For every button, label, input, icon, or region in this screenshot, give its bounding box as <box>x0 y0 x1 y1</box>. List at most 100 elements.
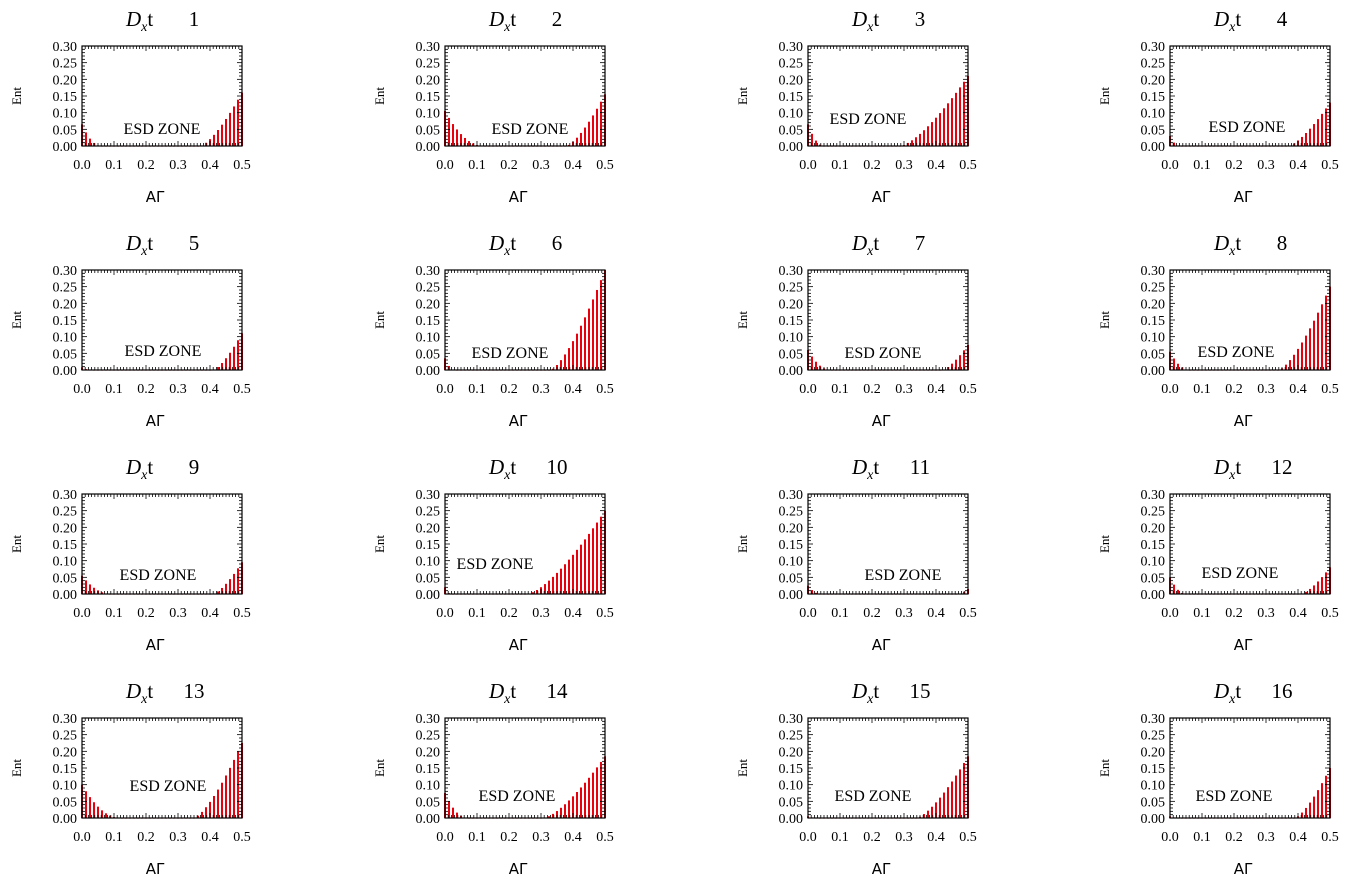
y-tick-label: 0.30 <box>779 264 804 279</box>
bar <box>592 299 594 370</box>
x-tick-label: 0.4 <box>564 158 582 173</box>
x-tick-label: 0.2 <box>863 158 881 173</box>
x-tick-label: 0.1 <box>105 158 123 173</box>
bar <box>927 810 929 818</box>
esd-zone-label: ESD ZONE <box>124 121 201 138</box>
bar <box>947 787 949 818</box>
panel-title-number: 10 <box>547 455 568 479</box>
x-tick-label: 0.2 <box>500 606 518 621</box>
y-tick-label: 0.15 <box>53 762 78 777</box>
y-tick-label: 0.25 <box>1141 729 1166 744</box>
bar <box>229 579 231 594</box>
bar <box>1309 128 1311 146</box>
y-tick-label: 0.20 <box>779 297 804 312</box>
bar <box>963 81 965 146</box>
chart-panel-14: 0.00 0.050.10 0.15 0.200.25 0.30 0.0 0.1 0.2 0.3… <box>372 679 614 878</box>
panel-title: Dxt <box>851 455 879 483</box>
x-tick-label: 0.5 <box>959 382 977 397</box>
bar <box>85 791 87 818</box>
x-tick-label: 0.2 <box>137 830 155 845</box>
x-tick-label: 0.2 <box>863 382 881 397</box>
y-tick-label: 0.10 <box>1141 331 1166 346</box>
y-tick-label: 0.25 <box>53 57 78 72</box>
bar <box>93 587 95 594</box>
y-tick-label: 0.20 <box>416 297 441 312</box>
bar <box>556 572 558 594</box>
chart-panel-13: 0.00 0.050.10 0.15 0.200.25 0.30 0.0 0.1 0.2 0.3… <box>9 679 251 878</box>
x-tick-label: 0.0 <box>799 606 817 621</box>
bar <box>448 117 450 146</box>
bar <box>963 762 965 818</box>
bar <box>1305 335 1307 370</box>
panel-title-number: 15 <box>910 679 931 703</box>
bar <box>89 584 91 594</box>
x-tick-label: 0.1 <box>105 382 123 397</box>
bar <box>1305 133 1307 146</box>
bar <box>89 138 91 146</box>
panel-title-number: 2 <box>552 7 563 31</box>
chart-panel-2: 0.00 0.050.10 0.15 0.200.25 0.30 0.0 0.1 0.2 0.3… <box>372 7 614 206</box>
x-axis-label: AΓ <box>509 860 528 878</box>
panel-title-number: 11 <box>910 455 930 479</box>
x-tick-label: 0.2 <box>863 830 881 845</box>
bar <box>93 802 95 818</box>
y-tick-label: 0.00 <box>1141 364 1166 379</box>
bar <box>448 801 450 818</box>
x-tick-label: 0.4 <box>201 606 219 621</box>
x-tick-label: 0.5 <box>1321 382 1339 397</box>
x-tick-label: 0.0 <box>73 606 91 621</box>
y-tick-label: 0.30 <box>1141 264 1166 279</box>
y-axis-label: Ent <box>9 535 24 553</box>
y-tick-label: 0.15 <box>779 762 804 777</box>
bar <box>588 308 590 370</box>
y-tick-label: 0.05 <box>1141 795 1166 810</box>
x-axis-label: AΓ <box>509 188 528 206</box>
y-axis-label: Ent <box>735 535 750 553</box>
bar <box>943 792 945 818</box>
x-axis-label: AΓ <box>1234 188 1253 206</box>
bar <box>221 124 223 146</box>
y-tick-label: 0.05 <box>416 123 441 138</box>
bar <box>1309 802 1311 818</box>
x-axis-label: AΓ <box>1234 860 1253 878</box>
bar <box>951 363 953 370</box>
x-tick-label: 0.5 <box>596 830 614 845</box>
panel-title-number: 5 <box>189 231 200 255</box>
panel-title-number: 13 <box>184 679 205 703</box>
x-tick-label: 0.4 <box>1289 606 1307 621</box>
y-tick-label: 0.30 <box>779 488 804 503</box>
x-axis-label: AΓ <box>872 412 891 430</box>
y-axis-label: Ent <box>9 759 24 777</box>
bar <box>963 591 965 594</box>
bar <box>931 122 933 146</box>
bar <box>955 359 957 370</box>
chart-panel-9: 0.00 0.050.10 0.15 0.200.25 0.30 0.0 0.1 0.2 0.3… <box>9 455 251 654</box>
panel-title: Dxt <box>125 7 153 35</box>
panel-title-number: 8 <box>1277 231 1288 255</box>
y-tick-label: 0.20 <box>416 73 441 88</box>
y-tick-label: 0.00 <box>1141 812 1166 827</box>
y-tick-label: 0.30 <box>416 264 441 279</box>
y-axis-label: Ent <box>1097 311 1112 329</box>
y-tick-label: 0.10 <box>779 555 804 570</box>
y-tick-label: 0.30 <box>779 40 804 55</box>
x-tick-label: 0.3 <box>895 830 913 845</box>
esd-zone-label: ESD ZONE <box>830 111 907 128</box>
bar <box>955 775 957 818</box>
panel-title-number: 6 <box>552 231 563 255</box>
bar <box>1317 790 1319 818</box>
y-tick-label: 0.00 <box>779 364 804 379</box>
x-tick-label: 0.4 <box>1289 830 1307 845</box>
esd-zone-label: ESD ZONE <box>125 343 202 360</box>
bar <box>452 124 454 146</box>
y-axis-label: Ent <box>372 87 387 105</box>
x-tick-label: 0.5 <box>959 606 977 621</box>
x-axis-label: AΓ <box>146 188 165 206</box>
bar <box>464 137 466 146</box>
bar <box>536 589 538 594</box>
bar <box>935 802 937 818</box>
y-axis-label: Ent <box>735 759 750 777</box>
panel-title-number: 9 <box>189 455 200 479</box>
bar <box>552 576 554 594</box>
y-tick-label: 0.05 <box>416 571 441 586</box>
